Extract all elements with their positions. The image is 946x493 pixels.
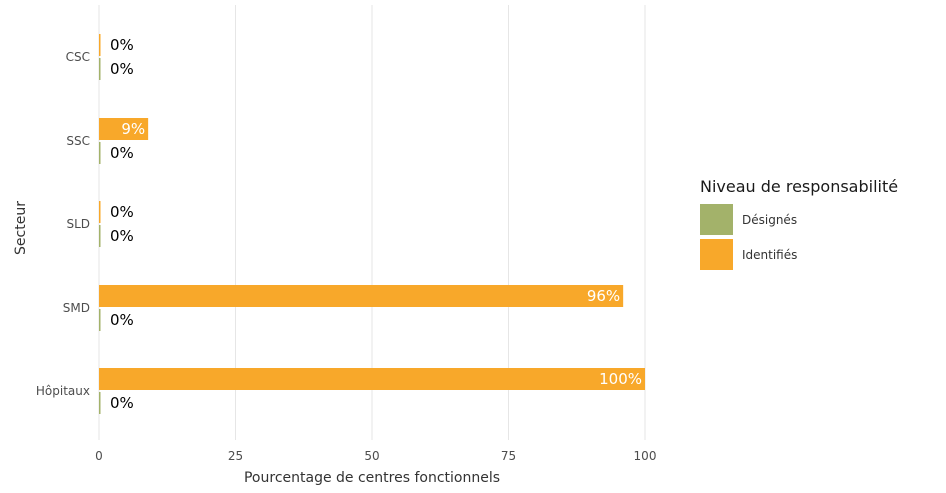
y-tick-labels: CSC SSC SLD SMD Hôpitaux (36, 50, 90, 398)
x-tick-label: 100 (634, 449, 657, 463)
legend-label: Désignés (742, 213, 797, 227)
x-axis-title: Pourcentage de centres fonctionnels (244, 470, 500, 486)
data-labels: 0% 0% 9% 0% 0% 0% 96% 0% 100% 0% (110, 36, 642, 412)
x-tick-label: 0 (95, 449, 103, 463)
bar-désignés (99, 225, 101, 247)
bar-désignés (99, 142, 101, 164)
data-label: 0% (110, 36, 134, 54)
y-tick-label: SSC (66, 134, 90, 148)
x-tick-labels: 0 25 50 75 100 (95, 449, 656, 463)
data-label: 0% (110, 144, 134, 162)
grid-lines (98, 5, 646, 440)
bar-identifiés (99, 285, 624, 307)
data-label: 96% (587, 287, 620, 305)
bar-identifiés (99, 201, 101, 223)
bar-identifiés (99, 118, 149, 140)
legend-label: Identifiés (742, 248, 797, 262)
data-label: 0% (110, 60, 134, 78)
data-label: 0% (110, 203, 134, 221)
y-tick-label: SMD (63, 301, 90, 315)
data-label: 0% (110, 311, 134, 329)
bar-désignés (99, 392, 101, 414)
bar-identifiés (99, 34, 101, 56)
bars (99, 34, 645, 414)
y-tick-label: Hôpitaux (36, 384, 90, 398)
x-tick-label: 75 (501, 449, 516, 463)
y-tick-label: SLD (66, 217, 90, 231)
legend-key-identifiés (700, 239, 733, 270)
x-tick-label: 50 (364, 449, 379, 463)
legend: Niveau de responsabilité Désignés Identif… (700, 177, 898, 270)
legend-key-désignés (700, 204, 733, 235)
bar-désignés (99, 58, 101, 80)
legend-title: Niveau de responsabilité (700, 177, 898, 196)
data-label: 9% (121, 120, 145, 138)
x-tick-label: 25 (228, 449, 243, 463)
data-label: 0% (110, 227, 134, 245)
data-label: 0% (110, 394, 134, 412)
bar-identifiés (99, 368, 645, 390)
data-label: 100% (599, 370, 642, 388)
y-axis-title: Secteur (13, 201, 29, 255)
y-tick-label: CSC (66, 50, 90, 64)
bar-désignés (99, 309, 101, 331)
